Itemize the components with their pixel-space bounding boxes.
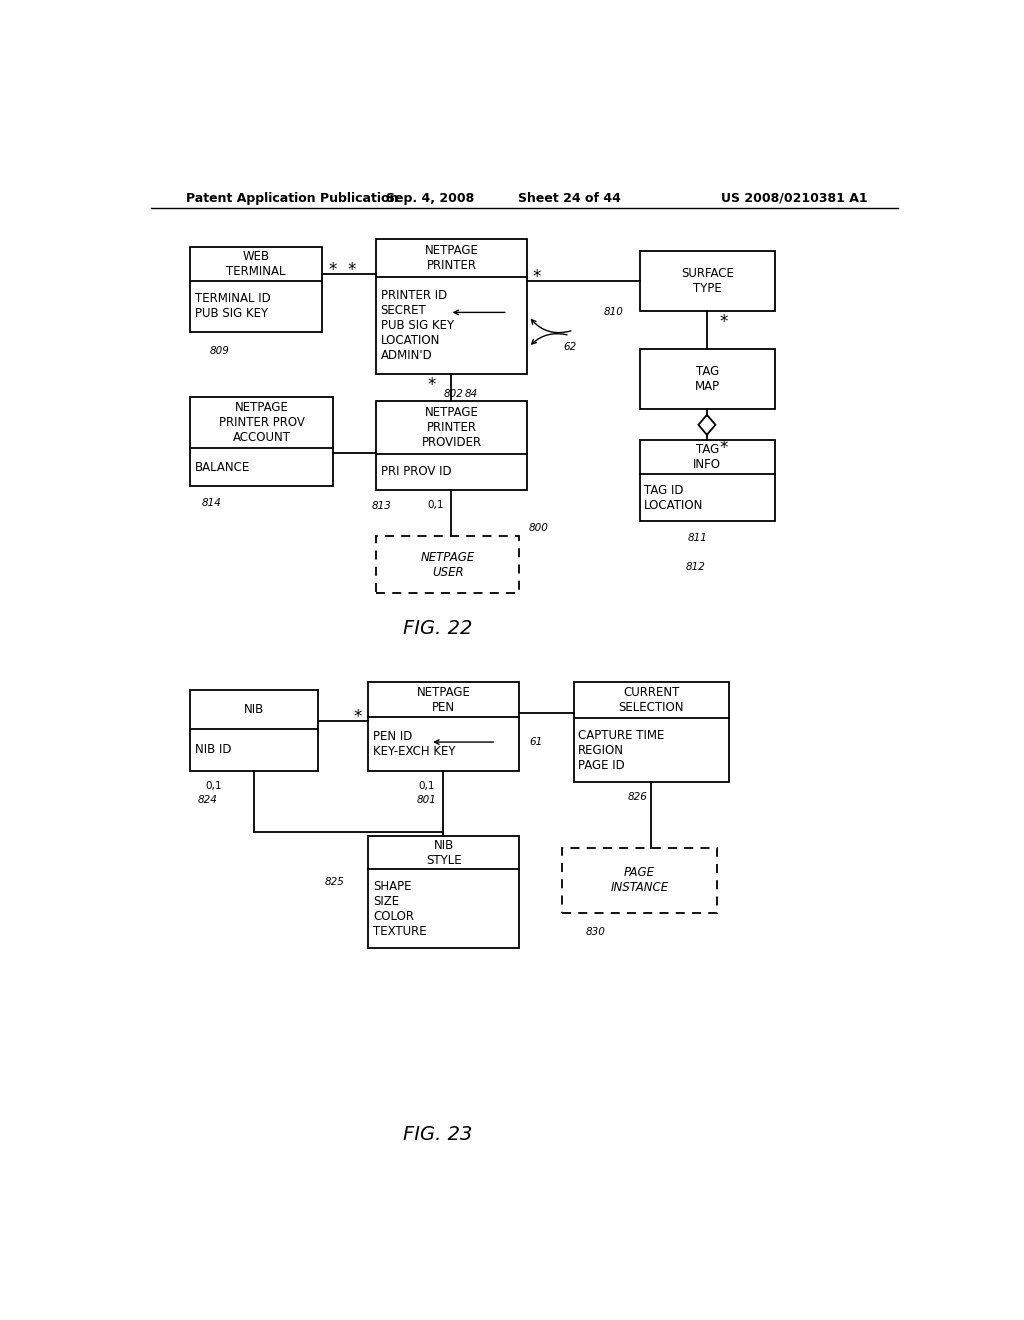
Text: 826: 826 [628,792,648,803]
Text: PRI PROV ID: PRI PROV ID [381,465,452,478]
Text: Sep. 4, 2008: Sep. 4, 2008 [386,191,474,205]
Text: 814: 814 [202,498,221,508]
Text: 801: 801 [417,795,436,805]
Text: NETPAGE
USER: NETPAGE USER [421,550,475,578]
Text: 813: 813 [372,502,392,511]
Text: 61: 61 [529,737,543,747]
Bar [376,536,519,594]
Bar [376,239,527,374]
Text: 62: 62 [563,342,577,352]
Text: *: * [532,268,541,286]
Text: 809: 809 [209,346,229,356]
Text: FIG. 22: FIG. 22 [403,619,473,638]
Text: WEB
TERMINAL: WEB TERMINAL [226,249,286,279]
Bar [640,251,775,312]
Text: 84: 84 [465,389,478,399]
Text: US 2008/0210381 A1: US 2008/0210381 A1 [721,191,867,205]
Text: *: * [353,708,361,726]
Text: TERMINAL ID
PUB SIG KEY: TERMINAL ID PUB SIG KEY [195,292,270,321]
Text: 824: 824 [198,795,218,805]
Bar [190,689,317,771]
Bar [562,847,717,913]
Text: NIB ID: NIB ID [195,743,231,756]
Bar [573,682,729,781]
Bar [369,836,519,948]
Text: SHAPE
SIZE
COLOR
TEXTURE: SHAPE SIZE COLOR TEXTURE [373,879,427,937]
Text: NETPAGE
PEN: NETPAGE PEN [417,685,471,714]
Bar [369,682,519,771]
Text: NETPAGE
PRINTER PROV
ACCOUNT: NETPAGE PRINTER PROV ACCOUNT [219,401,304,445]
Text: NETPAGE
PRINTER
PROVIDER: NETPAGE PRINTER PROVIDER [422,407,481,449]
Text: 811: 811 [687,533,708,543]
Text: 830: 830 [586,927,605,937]
Text: BALANCE: BALANCE [195,461,250,474]
Text: NIB
STYLE: NIB STYLE [426,838,462,867]
Text: CAPTURE TIME
REGION
PAGE ID: CAPTURE TIME REGION PAGE ID [579,729,665,772]
Text: *: * [720,440,728,457]
Text: Patent Application Publication: Patent Application Publication [186,191,398,205]
Text: NIB: NIB [244,702,264,715]
Text: *: * [347,261,355,279]
Text: NETPAGE
PRINTER: NETPAGE PRINTER [425,244,478,272]
Text: *: * [720,313,728,330]
Text: 812: 812 [685,562,706,573]
Text: PAGE
INSTANCE: PAGE INSTANCE [610,866,669,894]
Text: 0,1: 0,1 [206,781,222,791]
Text: 810: 810 [604,308,624,317]
Text: PRINTER ID
SECRET
PUB SIG KEY
LOCATION
ADMIN'D: PRINTER ID SECRET PUB SIG KEY LOCATION A… [381,289,454,362]
Text: *: * [428,376,436,393]
Text: PEN ID
KEY-EXCH KEY: PEN ID KEY-EXCH KEY [373,730,456,758]
Text: FIG. 23: FIG. 23 [403,1125,473,1144]
Text: 0,1: 0,1 [427,500,444,510]
Polygon shape [698,414,716,434]
Text: 802: 802 [443,389,463,399]
Text: TAG
INFO: TAG INFO [693,444,721,471]
Bar [640,350,775,409]
Text: Sheet 24 of 44: Sheet 24 of 44 [518,191,622,205]
Text: TAG ID
LOCATION: TAG ID LOCATION [644,483,703,512]
Text: *: * [329,261,337,279]
Text: 800: 800 [528,523,549,533]
Bar [190,247,322,331]
Text: CURRENT
SELECTION: CURRENT SELECTION [618,686,684,714]
Bar [640,441,775,521]
Text: SURFACE
TYPE: SURFACE TYPE [681,267,734,294]
Bar [190,397,334,486]
Text: TAG
MAP: TAG MAP [694,366,720,393]
Text: 825: 825 [326,878,345,887]
Text: 0,1: 0,1 [418,781,434,791]
Bar [376,401,527,490]
